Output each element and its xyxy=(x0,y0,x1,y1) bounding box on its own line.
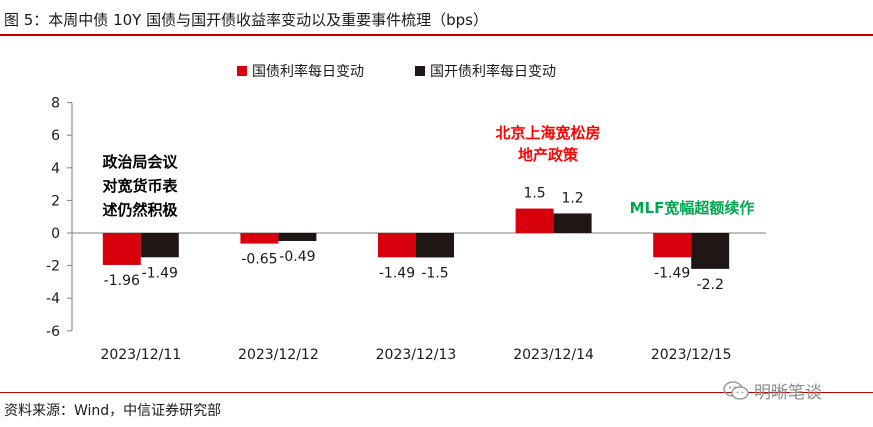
x-tick-label: 2023/12/14 xyxy=(513,347,594,363)
bar-s2-2023-12-14 xyxy=(553,213,592,233)
y-tick-label: 6 xyxy=(51,128,60,144)
data-label: -1.96 xyxy=(104,273,140,289)
legend-label-1: 国债利率每日变动 xyxy=(252,63,364,80)
annotation-1-line-2: 对宽货币表 xyxy=(102,177,178,195)
bar-s2-2023-12-15 xyxy=(691,233,730,269)
x-tick-label: 2023/12/15 xyxy=(651,347,732,363)
y-tick-label: -4 xyxy=(46,291,60,307)
bar-s1-2023-12-15 xyxy=(653,233,692,258)
data-label: -1.49 xyxy=(142,265,178,281)
bar-s1-2023-12-12 xyxy=(240,233,279,244)
title-rule xyxy=(0,34,873,36)
annotation-3-line-1: MLF宽幅超额续作 xyxy=(630,199,755,217)
annotation-1-line-1: 政治局会议 xyxy=(102,153,178,171)
x-tick-label: 2023/12/12 xyxy=(238,347,319,363)
bar-s1-2023-12-13 xyxy=(378,233,416,258)
x-tick-label: 2023/12/13 xyxy=(376,347,457,363)
wechat-icon xyxy=(723,380,749,400)
chart-axes: 8 6 4 2 0 -2 -4 -6 2023/12/11 2023/12/12 2023/12/1… xyxy=(46,96,766,363)
watermark-text: 明晰笔谈 xyxy=(754,383,822,403)
y-tick-label: 8 xyxy=(51,96,60,112)
y-tick-label: 0 xyxy=(51,226,60,242)
data-label: -1.49 xyxy=(379,265,415,281)
data-label: -0.49 xyxy=(279,249,315,265)
annotation-1-line-3: 述仍然积极 xyxy=(102,201,178,219)
data-label: -1.49 xyxy=(654,265,690,281)
data-label: -1.5 xyxy=(421,265,448,281)
bar-chart: 国债利率每日变动 国开债利率每日变动 8 6 4 2 0 -2 -4 -6 2023/12/11 2… xyxy=(46,63,766,363)
data-label: -0.65 xyxy=(241,252,277,268)
y-tick-label: -2 xyxy=(46,259,60,275)
bar-s2-2023-12-12 xyxy=(278,233,317,241)
annotation-2-line-1: 北京上海宽松房 xyxy=(495,124,600,142)
annotation-2-line-2: 地产政策 xyxy=(518,146,579,164)
data-label: 1.5 xyxy=(523,186,545,202)
bar-s1-2023-12-11 xyxy=(102,233,141,265)
x-tick-label: 2023/12/11 xyxy=(100,347,181,363)
watermark: 明晰笔谈 xyxy=(722,378,822,403)
y-tick-label: -6 xyxy=(46,324,60,340)
legend-swatch-2 xyxy=(415,66,425,76)
data-label: 1.2 xyxy=(561,190,583,206)
source-note: 资料来源：Wind，中信证券研究部 xyxy=(4,403,222,419)
chart-data-labels: -1.96 -1.49-0.65 -0.49-1.49 -1.51.5 1.2-1.49… xyxy=(104,186,724,293)
chart-bars xyxy=(102,208,730,269)
legend-swatch-1 xyxy=(237,66,247,76)
bar-s2-2023-12-13 xyxy=(416,233,454,258)
data-label: -2.2 xyxy=(697,277,724,293)
legend-label-2: 国开债利率每日变动 xyxy=(430,63,556,80)
chart-legend: 国债利率每日变动 国开债利率每日变动 xyxy=(237,63,556,80)
bar-s1-2023-12-14 xyxy=(515,208,554,233)
bar-s2-2023-12-11 xyxy=(140,233,179,258)
y-tick-label: 4 xyxy=(51,161,60,177)
footer-rule xyxy=(0,392,873,393)
chart-title: 图 5：本周中债 10Y 国债与国开债收益率变动以及重要事件梳理（bps） xyxy=(4,11,488,29)
y-tick-label: 2 xyxy=(51,193,60,209)
